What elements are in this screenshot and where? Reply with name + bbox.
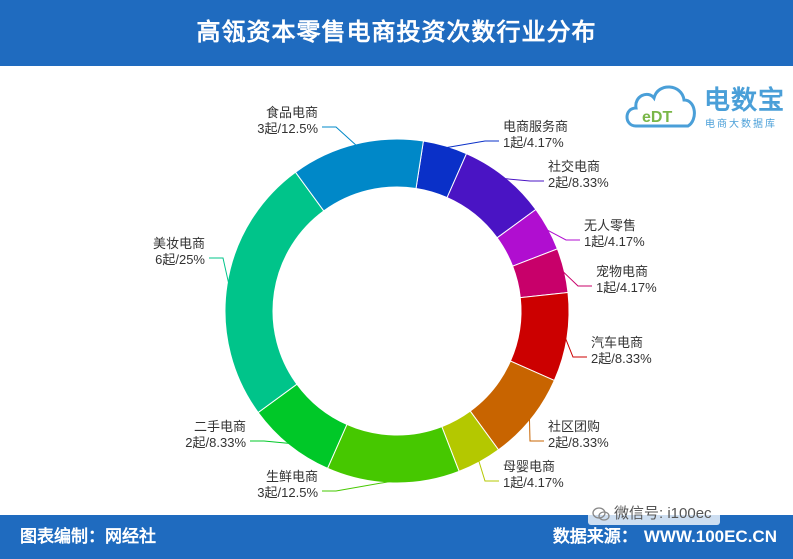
slice-value-label: 2起/8.33% [591,351,652,366]
slice-value-label: 1起/4.17% [503,135,564,150]
chart-title: 高瓴资本零售电商投资次数行业分布 [196,19,597,46]
slice-name-label: 无人零售 [584,218,636,233]
slice-name-label: 生鲜电商 [266,469,318,484]
slice-value-label: 3起/12.5% [257,485,318,500]
cloud-logo-icon: eDT [625,85,696,128]
slice-value-label: 2起/8.33% [548,435,609,450]
slice-name-label: 社交电商 [548,159,600,174]
slice-name-label: 母婴电商 [503,459,555,474]
logo-subtitle: 电商大数据库 [705,119,777,130]
slice-value-label: 6起/25% [155,252,205,267]
slice-name-label: 社区团购 [548,419,600,434]
slice-name-label: 美妆电商 [153,236,205,251]
source-label: 数据来源： [552,527,638,546]
footer-source: 数据来源： WWW.100EC.CN [553,515,777,559]
slice-value-label: 1起/4.17% [503,475,564,490]
leader-line-食品电商 [322,126,358,147]
slice-生鲜电商 [326,423,460,484]
slice-value-label: 2起/8.33% [185,435,246,450]
slice-name-label: 二手电商 [194,419,246,434]
slice-labels: 电商服务商1起/4.17%社交电商2起/8.33%无人零售1起/4.17%宠物电… [153,105,657,500]
slice-name-label: 宠物电商 [596,264,648,279]
leader-line-电商服务商 [444,140,499,149]
footer-credit: 图表编制：网经社 [20,527,156,546]
leader-line-二手电商 [250,440,291,444]
wechat-watermark: 微信号: i100ec [588,503,720,525]
leader-line-母婴电商 [478,460,499,482]
donut-chart: 电商服务商1起/4.17%社交电商2起/8.33%无人零售1起/4.17%宠物电… [153,105,657,500]
slice-name-label: 汽车电商 [591,335,643,350]
wechat-text: 微信号: i100ec [614,505,712,522]
leader-line-宠物电商 [561,270,592,287]
leader-line-生鲜电商 [322,480,394,492]
leader-line-无人零售 [545,228,580,241]
leader-line-社区团购 [528,417,544,442]
slice-name-label: 电商服务商 [503,119,568,134]
slice-美妆电商 [224,171,325,414]
logo-icon-text: eDT [642,109,672,126]
leader-line-汽车电商 [564,336,587,358]
slice-value-label: 1起/4.17% [596,280,657,295]
slice-食品电商 [294,138,424,212]
slice-value-label: 1起/4.17% [584,234,645,249]
leader-line-美妆电商 [209,257,230,286]
logo-name: 电数宝 [704,85,786,115]
slice-value-label: 3起/12.5% [257,121,318,136]
source-value: WWW.100EC.CN [643,527,777,546]
header-bar: 高瓴资本零售电商投资次数行业分布 [0,0,793,66]
leader-line-社交电商 [503,178,544,182]
wechat-icon [592,507,610,521]
leader-lines [209,126,592,492]
slice-name-label: 食品电商 [266,105,318,120]
donut-slices [224,138,570,484]
slice-value-label: 2起/8.33% [548,175,609,190]
